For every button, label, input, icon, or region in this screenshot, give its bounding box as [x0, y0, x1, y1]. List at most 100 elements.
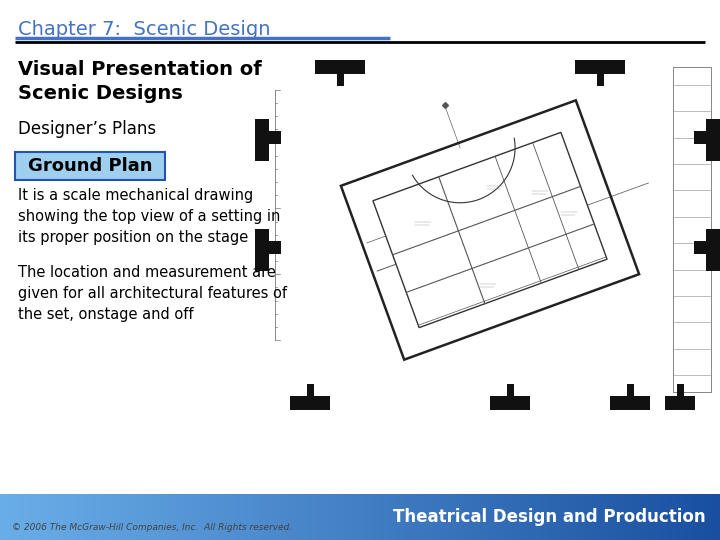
Bar: [403, 494, 407, 540]
Bar: [72, 494, 76, 540]
Bar: [79, 494, 83, 540]
Bar: [257, 494, 260, 540]
Bar: [99, 494, 102, 540]
Bar: [562, 494, 565, 540]
Bar: [590, 494, 594, 540]
Bar: [204, 494, 207, 540]
Bar: [596, 74, 603, 86]
Bar: [209, 494, 212, 540]
Bar: [502, 494, 505, 540]
Bar: [171, 494, 174, 540]
Bar: [444, 494, 447, 540]
Bar: [528, 494, 531, 540]
Bar: [598, 494, 601, 540]
Bar: [156, 494, 159, 540]
Bar: [110, 494, 114, 540]
Bar: [223, 494, 227, 540]
Bar: [288, 494, 292, 540]
Bar: [315, 494, 318, 540]
Bar: [12, 494, 15, 540]
Bar: [153, 494, 157, 540]
Bar: [199, 494, 202, 540]
Bar: [214, 494, 217, 540]
Bar: [437, 494, 440, 540]
Bar: [348, 494, 351, 540]
Text: © 2006 The McGraw-Hill Companies, Inc.  All Rights reserved.: © 2006 The McGraw-Hill Companies, Inc. A…: [12, 523, 292, 532]
Text: Designer’s Plans: Designer’s Plans: [18, 120, 156, 138]
Bar: [319, 494, 323, 540]
Bar: [310, 494, 313, 540]
Bar: [413, 494, 416, 540]
Bar: [221, 494, 224, 540]
Bar: [302, 494, 306, 540]
Bar: [662, 494, 666, 540]
Bar: [146, 494, 150, 540]
Bar: [711, 494, 714, 540]
Bar: [264, 494, 267, 540]
Bar: [293, 494, 296, 540]
Bar: [650, 494, 654, 540]
Bar: [324, 494, 328, 540]
Bar: [84, 494, 87, 540]
Bar: [487, 494, 490, 540]
Bar: [718, 494, 720, 540]
Bar: [290, 396, 330, 410]
Bar: [657, 494, 661, 540]
Bar: [626, 494, 630, 540]
Bar: [166, 494, 169, 540]
Bar: [624, 494, 627, 540]
Bar: [585, 494, 589, 540]
Bar: [603, 494, 606, 540]
Bar: [307, 494, 310, 540]
Bar: [533, 494, 536, 540]
Bar: [677, 494, 680, 540]
Bar: [492, 494, 495, 540]
Bar: [626, 384, 634, 396]
Bar: [653, 494, 656, 540]
Bar: [65, 494, 68, 540]
Bar: [706, 119, 720, 161]
Bar: [639, 494, 642, 540]
Bar: [463, 494, 467, 540]
Bar: [526, 494, 529, 540]
Bar: [297, 494, 301, 540]
Bar: [117, 494, 121, 540]
Bar: [675, 494, 678, 540]
Bar: [621, 494, 625, 540]
Bar: [706, 494, 709, 540]
Bar: [151, 494, 155, 540]
Bar: [225, 494, 229, 540]
Bar: [228, 494, 231, 540]
Bar: [372, 494, 375, 540]
Bar: [461, 494, 464, 540]
Bar: [329, 494, 332, 540]
Bar: [691, 494, 695, 540]
Bar: [211, 494, 215, 540]
Bar: [31, 494, 35, 540]
Bar: [286, 494, 289, 540]
Bar: [175, 494, 179, 540]
Bar: [506, 384, 513, 396]
Bar: [182, 494, 186, 540]
Bar: [648, 494, 652, 540]
Bar: [135, 494, 138, 540]
Bar: [497, 494, 500, 540]
Bar: [477, 494, 481, 540]
Bar: [454, 494, 457, 540]
Bar: [326, 494, 330, 540]
Bar: [353, 494, 356, 540]
Bar: [574, 494, 577, 540]
Bar: [531, 494, 534, 540]
Bar: [14, 494, 18, 540]
Text: It is a scale mechanical drawing
showing the top view of a setting in
its proper: It is a scale mechanical drawing showing…: [18, 188, 280, 245]
Bar: [389, 494, 392, 540]
Bar: [125, 494, 128, 540]
Bar: [295, 494, 299, 540]
Bar: [358, 494, 361, 540]
Bar: [382, 494, 385, 540]
Bar: [670, 494, 673, 540]
Bar: [441, 494, 445, 540]
Bar: [245, 494, 248, 540]
Bar: [559, 494, 562, 540]
Bar: [70, 494, 73, 540]
